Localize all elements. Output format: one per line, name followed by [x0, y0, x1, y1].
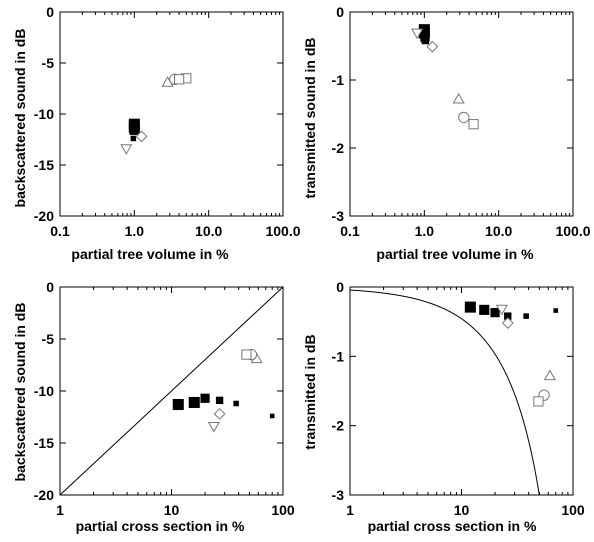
bottom-right-x-tick-label: 100 [561, 502, 585, 518]
top-left-y-tick-label: -20 [34, 208, 54, 224]
bottom-left-y-tick-label: 0 [46, 279, 54, 295]
bottom-right-x-axis-label: partial cross section in % [368, 518, 537, 534]
bottom-right-x-tick-label: 10 [454, 502, 470, 518]
bottom-right-y-tick-label: 0 [336, 279, 344, 295]
bottom-right-y-tick-label: -1 [332, 348, 345, 364]
top-right-marker-triangle-down [411, 28, 424, 40]
top-right-x-axis-label: partial tree volume in % [376, 246, 534, 262]
top-left-y-tick-label: -10 [34, 106, 54, 122]
top-left-marker-square-filled [130, 135, 137, 142]
panel-top-left: 0.1 1.0 10.0 100.0 0 -5 -10 -15 -20 partial tree … [12, 4, 301, 262]
bottom-right-x-tick-label: 1 [346, 502, 354, 518]
top-right-x-tick-label: 10.0 [485, 223, 512, 239]
top-left-marker-square-filled [128, 118, 140, 130]
top-right-marker-square-filled [421, 36, 429, 45]
bottom-left-x-axis-label: partial cross section in % [76, 518, 245, 534]
top-left-x-tick-label: 1.0 [125, 223, 145, 239]
top-left-y-tick-label: -15 [34, 157, 54, 173]
bottom-left-y-axis-label: backscattered sound in dB [12, 303, 28, 482]
bottom-left-reference-curve [59, 286, 284, 496]
bottom-right-marker-square-filled [479, 304, 490, 315]
top-right-x-tick-label: 1.0 [415, 223, 435, 239]
top-left-marker-square [173, 74, 185, 85]
top-right-y-tick-label: -1 [332, 72, 345, 88]
top-left-y-axis-label: backscattered sound in dB [12, 29, 28, 208]
top-left-x-axis-label: partial tree volume in % [71, 246, 229, 262]
bottom-left-y-tick-label: -20 [34, 487, 54, 503]
top-right-marker-diamond [426, 40, 439, 53]
top-left-x-tick-label: 100.0 [265, 223, 300, 239]
bottom-right-marker-square-filled [464, 301, 476, 313]
bottom-left-marker-square-filled [172, 399, 184, 411]
panel-top-right: 0.1 1.0 10.0 100.0 0 -1 -2 -3 partial tree volum… [302, 4, 591, 262]
bottom-right-marker-triangle-down [495, 304, 508, 316]
top-right-marker-square [468, 119, 479, 130]
top-left-axes-box [59, 11, 284, 217]
top-right-axes-box [349, 11, 574, 217]
bottom-left-x-tick-label: 1 [56, 502, 64, 518]
bottom-left-marker-triangle-down [207, 421, 220, 433]
bottom-left-y-tick-label: -5 [42, 331, 55, 347]
top-left-y-tick-label: 0 [46, 4, 54, 20]
bottom-right-marker-square-filled [504, 312, 512, 320]
bottom-right-y-tick-label: -2 [332, 418, 345, 434]
bottom-left-marker-square [241, 349, 252, 360]
top-right-marker-triangle-up [452, 92, 465, 104]
top-left-y-tick-label: -5 [42, 55, 55, 71]
top-left-marker-diamond [135, 130, 148, 143]
bottom-left-x-tick-label: 100 [271, 502, 295, 518]
bottom-left-marker-diamond [213, 407, 226, 420]
bottom-right-y-axis-label: transmitted in dB [302, 334, 318, 449]
panel-bottom-right: 1 10 100 0 -1 -2 -3 partial cross section in % t… [302, 279, 585, 534]
bottom-left-marker-square-filled [233, 400, 239, 407]
bottom-right-marker-square-filled [523, 313, 529, 319]
bottom-right-marker-square-filled [490, 308, 500, 318]
bottom-left-marker-square-filled [269, 413, 275, 419]
bottom-right-marker-diamond [501, 317, 514, 329]
bottom-right-y-tick-label: -3 [332, 487, 345, 503]
bottom-left-marker-square-filled [215, 396, 224, 405]
bottom-right-reference-curve [349, 289, 540, 496]
bottom-left-y-tick-label: -10 [34, 383, 54, 399]
bottom-left-marker-square-filled [188, 396, 200, 408]
bottom-left-marker-square-filled [200, 393, 210, 403]
bottom-right-marker-triangle-up [543, 369, 556, 381]
panel-bottom-left: 1 10 100 0 -5 -10 -15 -20 partial cross section … [12, 279, 295, 534]
top-left-x-tick-label: 0.1 [50, 223, 70, 239]
top-right-y-axis-label: transmitted sound in dB [302, 38, 318, 199]
top-right-marker-circle [458, 111, 470, 124]
bottom-right-marker-square-filled [553, 308, 559, 313]
top-right-y-tick-label: -2 [332, 140, 345, 156]
top-left-marker-triangle-down [120, 144, 133, 155]
top-right-y-tick-label: 0 [336, 4, 344, 20]
top-right-x-tick-label: 0.1 [340, 223, 360, 239]
bottom-left-y-tick-label: -15 [34, 435, 54, 451]
top-right-x-tick-label: 100.0 [555, 223, 590, 239]
top-left-x-tick-label: 10.0 [195, 223, 222, 239]
bottom-left-x-tick-label: 10 [164, 502, 180, 518]
bottom-right-marker-square [533, 396, 544, 407]
top-right-y-tick-label: -3 [332, 208, 345, 224]
